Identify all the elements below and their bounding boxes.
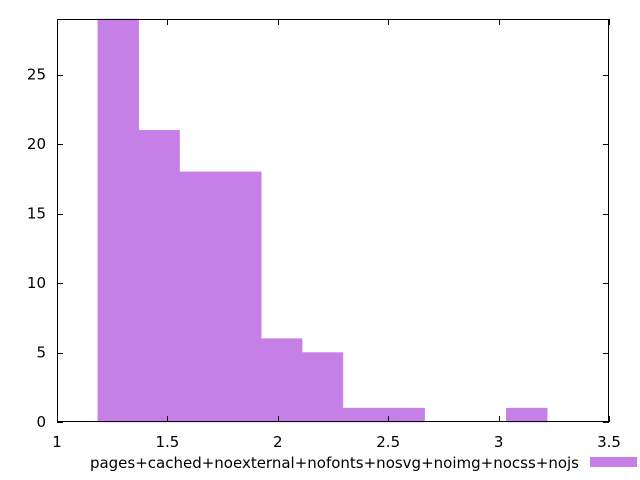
- x-tick-label: 1: [52, 433, 62, 451]
- legend-label: pages+cached+noexternal+nofonts+nosvg+no…: [90, 454, 579, 472]
- legend-swatch: [590, 457, 637, 467]
- plot-frame: [57, 19, 609, 422]
- bars-group: [97, 18, 548, 423]
- histogram-bar-7: [383, 407, 425, 423]
- x-tick-label: 2.5: [376, 433, 400, 451]
- y-tick-label: 10: [27, 274, 46, 292]
- y-tick-label: 15: [27, 205, 46, 223]
- y-axis: 0 5 10 15 20 25: [27, 66, 609, 431]
- histogram-bar-8: [506, 407, 548, 423]
- x-axis: 1 1.5 2 2.5 3 3.5: [52, 19, 621, 451]
- legend: pages+cached+noexternal+nofonts+nosvg+no…: [90, 454, 637, 472]
- y-tick-label: 25: [27, 66, 46, 84]
- y-tick-label: 0: [36, 413, 46, 431]
- x-tick-label: 3.5: [597, 433, 621, 451]
- histogram-bar-0: [97, 18, 139, 423]
- x-tick-label: 1.5: [155, 433, 179, 451]
- histogram-bar-5: [301, 352, 344, 423]
- histogram-bar-6: [342, 407, 385, 423]
- x-tick-label: 3: [494, 433, 504, 451]
- y-tick-label: 5: [36, 344, 46, 362]
- histogram-bar-4: [260, 338, 303, 423]
- histogram-bar-1: [138, 129, 180, 423]
- histogram-bar-2: [179, 171, 221, 423]
- y-tick-label: 20: [27, 135, 46, 153]
- histogram-bar-3: [220, 171, 262, 423]
- x-tick-label: 2: [273, 433, 283, 451]
